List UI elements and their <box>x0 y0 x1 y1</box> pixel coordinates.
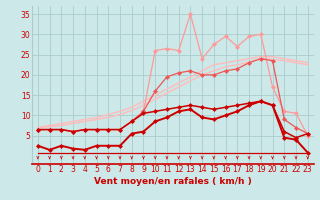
X-axis label: Vent moyen/en rafales ( km/h ): Vent moyen/en rafales ( km/h ) <box>94 177 252 186</box>
